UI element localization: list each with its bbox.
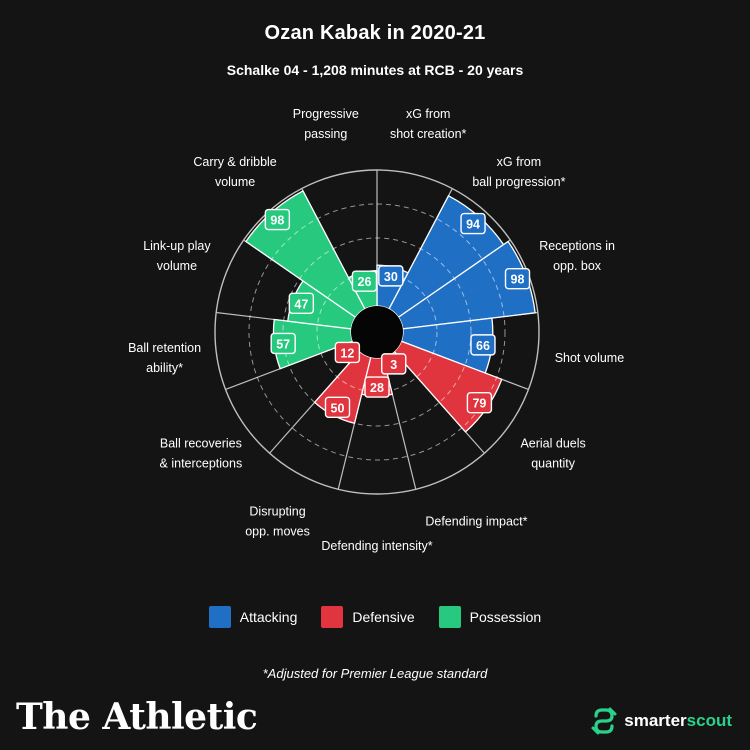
category-label: ball progression* [472, 175, 565, 189]
category-label: Progressive [293, 107, 359, 121]
publisher-logo: The Athletic [16, 696, 258, 738]
value-badge [334, 341, 361, 364]
value-label: 98 [511, 273, 525, 287]
legend-item-defensive: Defensive [321, 606, 415, 628]
legend-label-possession: Possession [469, 609, 542, 625]
value-badge [288, 292, 315, 315]
category-label: Ball retention [128, 341, 201, 355]
category-label: Receptions in [539, 239, 615, 253]
legend-label-attacking: Attacking [239, 609, 298, 625]
value-badge [270, 332, 296, 355]
category-label: Aerial duels [520, 437, 585, 451]
legend: Attacking Defensive Possession [0, 606, 750, 628]
category-label: Link-up play [143, 239, 211, 253]
category-label: Defending impact* [425, 514, 527, 528]
category-label: passing [304, 127, 347, 141]
category-label: volume [215, 175, 255, 189]
grid-ring-3 [248, 203, 506, 461]
category-label: Carry & dribble [193, 155, 276, 169]
bar-3 [397, 240, 536, 330]
legend-swatch-attacking [208, 606, 231, 628]
value-label: 98 [270, 214, 284, 228]
value-badge [324, 396, 351, 418]
value-badge [470, 334, 496, 356]
value-label: 94 [466, 218, 480, 232]
smarterscout-logo-icon [591, 707, 617, 735]
value-label: 30 [384, 270, 398, 284]
value-label: 57 [276, 337, 290, 351]
value-label: 26 [358, 275, 372, 289]
partner-logo: smarter scout [589, 706, 732, 736]
value-label: 79 [472, 397, 486, 411]
value-badge [460, 212, 486, 235]
grid-ring-2 [282, 237, 472, 427]
category-label: opp. moves [245, 524, 310, 538]
legend-swatch-possession [438, 606, 461, 628]
category-label: quantity [531, 457, 576, 471]
value-badge [466, 391, 493, 414]
value-label: 3 [390, 358, 397, 372]
category-label: & interceptions [160, 457, 243, 471]
footnote: *Adjusted for Premier League standard [262, 666, 488, 681]
value-badge [378, 265, 404, 287]
category-label: Disrupting [249, 504, 305, 518]
center-hole [351, 306, 403, 358]
category-label: xG from [497, 155, 541, 169]
category-label: shot creation* [390, 127, 467, 141]
legend-item-possession: Possession [438, 606, 542, 628]
partner-name-part2: scout [686, 711, 732, 730]
category-label: Shot volume [555, 351, 625, 365]
category-label: Defending intensity* [321, 539, 432, 553]
category-label: volume [157, 259, 197, 273]
category-label: Ball recoveries [160, 437, 242, 451]
category-label: ability* [146, 361, 183, 375]
category-label: xG from [406, 107, 450, 121]
polar-chart: 30 94 98 66 79 3 28 50 12 57 47 98 26 xG from shot cre… [128, 107, 625, 553]
value-label: 47 [294, 297, 308, 311]
value-badge [504, 268, 531, 290]
partner-name-part1: smarter [624, 711, 687, 730]
value-badge [364, 376, 390, 398]
legend-swatch-defensive [321, 606, 344, 628]
value-label: 12 [340, 346, 354, 360]
value-badge [264, 208, 291, 231]
chart-subtitle: Schalke 04 - 1,208 minutes at RCB - 20 y… [226, 62, 524, 78]
value-label: 28 [370, 381, 384, 395]
legend-item-attacking: Attacking [208, 606, 298, 628]
category-label: opp. box [553, 259, 602, 273]
value-badge [351, 270, 378, 292]
chart-title: Ozan Kabak in 2020-21 [264, 22, 486, 44]
value-label: 50 [331, 401, 345, 415]
value-label: 66 [476, 339, 490, 353]
legend-label-defensive: Defensive [352, 609, 415, 625]
value-badge [381, 353, 407, 375]
